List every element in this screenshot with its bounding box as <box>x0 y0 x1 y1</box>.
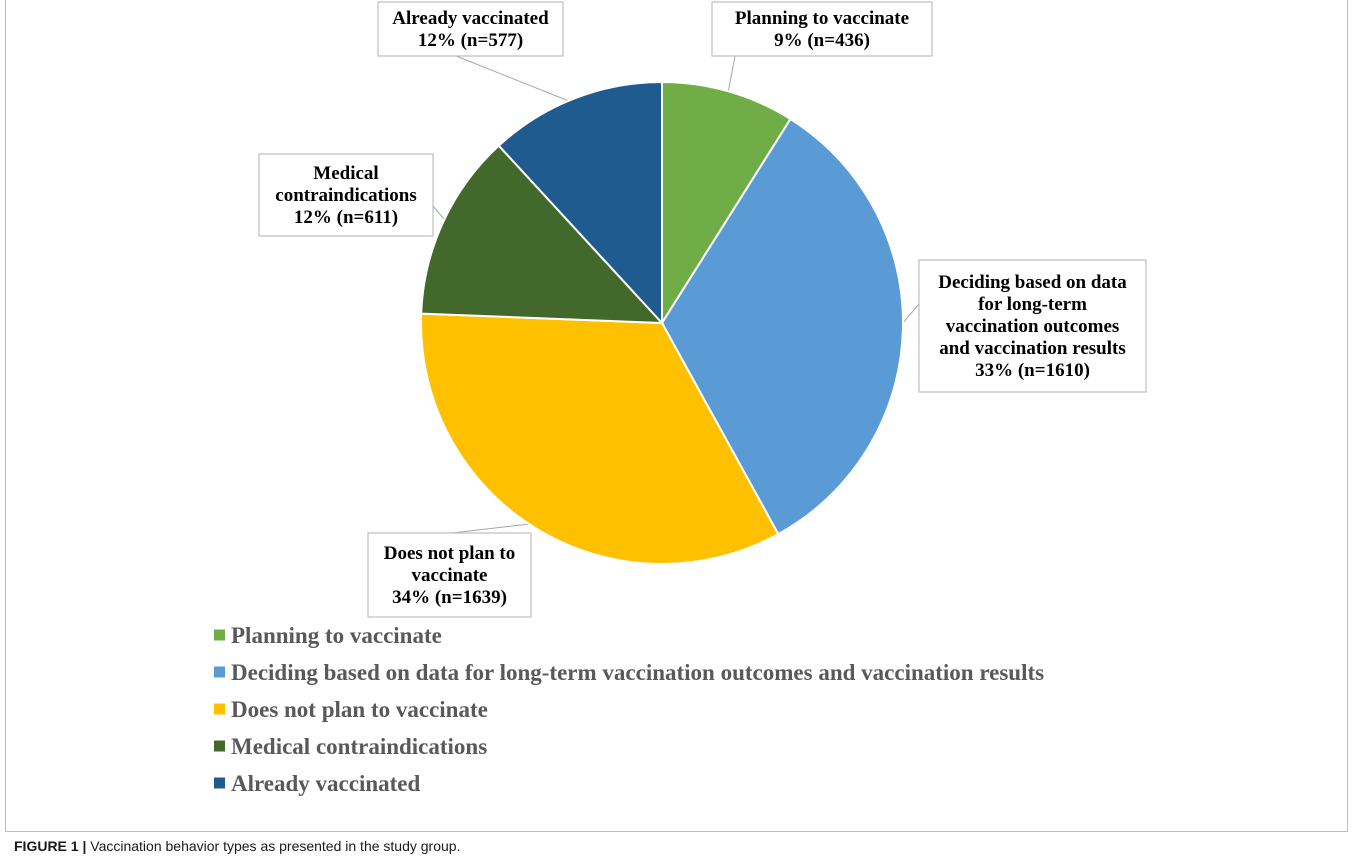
legend-swatch-medical-contraindications <box>214 740 225 752</box>
slice-label-medical-contraindications-line-3: 12% (n=611) <box>294 207 398 228</box>
slice-label-does-not-plan-to-vaccinate-line-3: 34% (n=1639) <box>392 587 507 608</box>
legend-swatch-does-not-plan-to-vaccinate <box>214 703 225 715</box>
slice-label-medical-contraindications-line-2: contraindications <box>275 185 416 206</box>
slice-label-box-planning-to-vaccinate <box>711 1 933 57</box>
figure-caption-text: Vaccination behavior types as presented … <box>90 838 461 854</box>
slice-label-box-already-vaccinated <box>377 1 564 57</box>
legend: Planning to vaccinate Deciding based on d… <box>214 623 1044 796</box>
slice-label-box-medical-contraindications <box>258 153 434 237</box>
slice-label-planning-to-vaccinate-line-2: 9% (n=436) <box>774 30 870 51</box>
slice-label-deciding-based-on-data-for-long-term-vaccination-outcomes-and-vaccination-results-line-4: and vaccination results <box>939 338 1126 359</box>
legend-swatch-planning-to-vaccinate <box>214 629 225 641</box>
figure-label: FIGURE 1 | <box>14 838 87 854</box>
legend-label-medical-contraindications: Medical contraindications <box>231 734 487 759</box>
slice-label-deciding-based-on-data-for-long-term-vaccination-outcomes-and-vaccination-results-line-5: 33% (n=1610) <box>975 360 1090 381</box>
figure-frame <box>5 0 1348 832</box>
slice-label-deciding-based-on-data-for-long-term-vaccination-outcomes-and-vaccination-results-line-3: vaccination outcomes <box>946 316 1120 337</box>
leader-line-does-not-plan-to-vaccinate <box>451 522 539 534</box>
slice-label-planning-to-vaccinate-line-1: Planning to vaccinate <box>735 8 909 29</box>
slice-label-already-vaccinated-line-1: Already vaccinated <box>392 8 549 29</box>
legend-swatch-deciding-based-on-data-for-long-term-vaccination-outcomes-and-vaccination-results <box>214 666 225 678</box>
figure-caption: FIGURE 1 | Vaccination behavior types as… <box>14 838 1344 854</box>
pie-slice-already-vaccinated <box>497 80 663 326</box>
legend-label-planning-to-vaccinate: Planning to vaccinate <box>231 623 442 648</box>
pie-slice-does-not-plan-to-vaccinate <box>420 312 780 565</box>
slice-label-deciding-based-on-data-for-long-term-vaccination-outcomes-and-vaccination-results-line-1: Deciding based on data <box>938 272 1127 293</box>
legend-label-deciding-based-on-data-for-long-term-vaccination-outcomes-and-vaccination-results: Deciding based on data for long-term vac… <box>231 660 1044 685</box>
slice-label-deciding-based-on-data-for-long-term-vaccination-outcomes-and-vaccination-results-line-2: for long-term <box>978 294 1087 315</box>
slice-label-does-not-plan-to-vaccinate-line-2: vaccinate <box>412 565 488 586</box>
pie-slices <box>420 80 904 565</box>
slice-label-medical-contraindications-line-1: Medical <box>313 163 378 184</box>
slice-label-box-deciding-based-on-data-for-long-term-vaccination-outcomes-and-vaccination-results <box>918 259 1147 393</box>
leader-line-already-vaccinated <box>455 55 577 105</box>
pie-slice-medical-contraindications <box>420 144 665 325</box>
slice-label-already-vaccinated-line-2: 12% (n=577) <box>418 30 523 51</box>
slice-label-does-not-plan-to-vaccinate-line-1: Does not plan to <box>384 543 515 564</box>
legend-label-does-not-plan-to-vaccinate: Does not plan to vaccinate <box>231 697 488 722</box>
pie-slice-planning-to-vaccinate <box>661 80 792 327</box>
legend-label-already-vaccinated: Already vaccinated <box>231 771 421 796</box>
slice-label-box-does-not-plan-to-vaccinate <box>367 532 532 618</box>
legend-swatch-already-vaccinated <box>214 777 225 789</box>
